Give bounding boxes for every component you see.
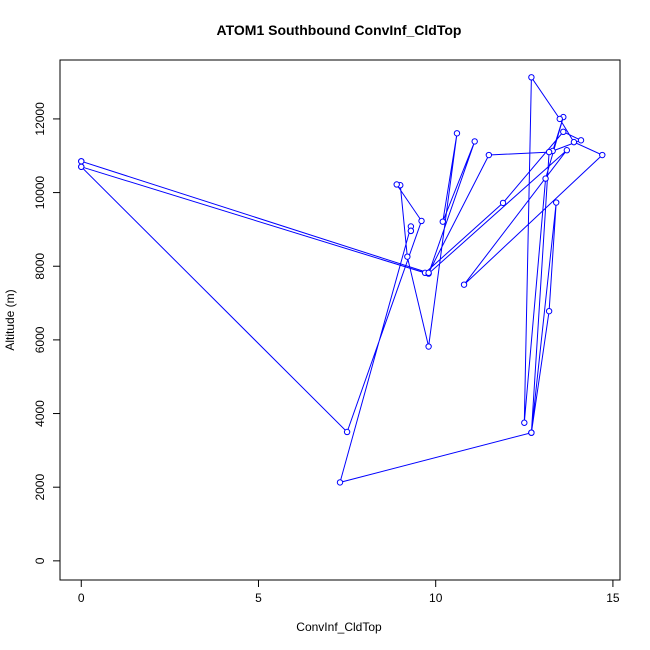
y-tick-label: 8000 <box>33 253 47 280</box>
data-point <box>336 479 344 486</box>
data-point <box>439 218 446 225</box>
x-tick-label: 5 <box>255 591 262 605</box>
data-point <box>556 115 563 123</box>
data-point <box>404 253 411 260</box>
data-point <box>577 137 585 144</box>
data-point <box>393 181 400 188</box>
data-point <box>553 199 560 206</box>
y-tick-label: 12000 <box>33 102 47 136</box>
data-point <box>542 175 549 182</box>
series-line <box>80 75 604 484</box>
data-point <box>545 148 553 156</box>
series-line-path <box>80 75 604 484</box>
data-point <box>407 227 415 235</box>
data-point <box>471 138 478 145</box>
y-tick-label: 4000 <box>33 400 47 427</box>
data-point <box>425 269 432 277</box>
data-point <box>78 163 85 170</box>
data-point <box>570 138 578 146</box>
data-point <box>485 151 493 159</box>
x-axis: 0 5 10 15 <box>78 579 620 605</box>
x-tick-label: 0 <box>78 591 85 605</box>
data-point <box>460 281 468 288</box>
data-point <box>499 199 507 207</box>
data-point <box>453 130 461 137</box>
chart-title: ATOM1 Southbound ConvInf_CldTop <box>217 22 462 38</box>
data-point <box>78 158 85 165</box>
y-axis: 0 2000 4000 6000 8000 10000 12000 <box>33 102 61 564</box>
x-axis-label: ConvInf_CldTop <box>296 620 382 634</box>
y-axis-label: Altitude (m) <box>3 289 17 350</box>
data-point <box>545 307 553 315</box>
data-point <box>560 128 567 136</box>
data-point <box>425 343 432 350</box>
y-tick-label: 6000 <box>33 326 47 353</box>
data-points <box>78 74 606 486</box>
y-tick-label: 10000 <box>33 176 47 210</box>
data-point <box>563 147 571 154</box>
data-point <box>528 429 535 436</box>
data-point <box>418 217 425 225</box>
x-tick-label: 10 <box>429 591 443 605</box>
x-tick-label: 15 <box>606 591 620 605</box>
plot-frame <box>59 59 621 581</box>
data-point <box>521 419 528 426</box>
y-tick-label: 2000 <box>33 474 47 501</box>
data-point <box>599 151 606 159</box>
y-tick-label: 0 <box>33 557 47 564</box>
data-point <box>528 74 535 81</box>
data-point <box>343 428 351 436</box>
